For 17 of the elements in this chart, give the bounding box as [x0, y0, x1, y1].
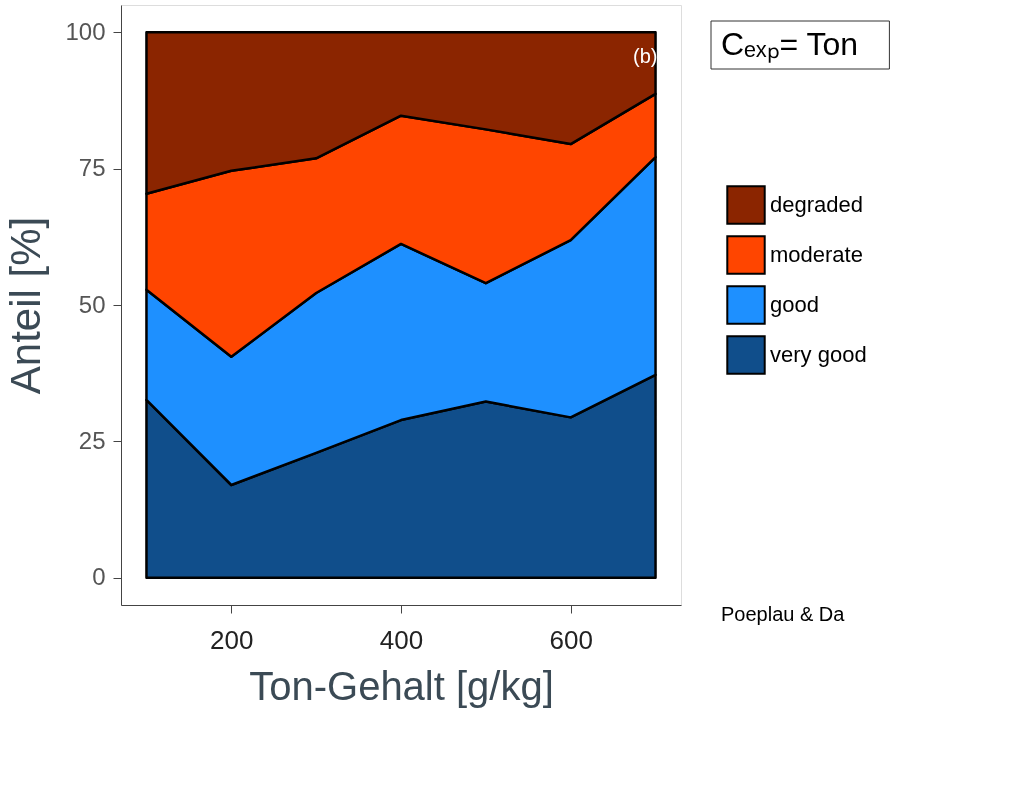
text: Cₑₓₚ= Ton — [721, 26, 859, 63]
legend-label: degraded — [770, 192, 863, 217]
y-tick-label: 25 — [78, 426, 106, 454]
x-tick-label: 600 — [549, 624, 593, 655]
annotation: (b) — [633, 45, 658, 67]
text: Poeplau & Da — [721, 603, 846, 625]
x-tick-label: 200 — [210, 624, 254, 655]
y-tick-label: 50 — [78, 290, 106, 318]
y-tick-label: 0 — [92, 563, 106, 591]
legend-label: moderate — [770, 242, 863, 267]
legend-label: good — [770, 292, 819, 317]
y-axis-title: Anteil [%] — [2, 216, 50, 395]
y-tick-label: 100 — [65, 17, 106, 45]
x-axis-title: Ton-Gehalt [g/kg] — [249, 663, 554, 708]
y-tick-label: 75 — [78, 154, 106, 182]
legend-label: very good — [770, 342, 867, 367]
x-tick-label: 400 — [379, 624, 424, 655]
